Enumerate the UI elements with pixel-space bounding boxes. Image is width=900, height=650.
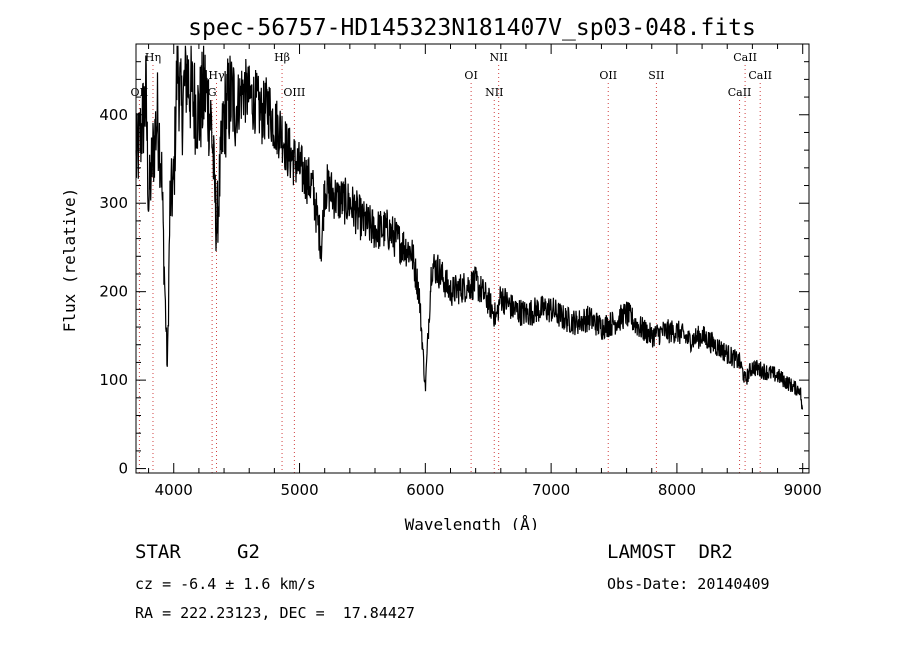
- y-tick-label: 400: [99, 106, 128, 124]
- line-label: Hη: [145, 51, 161, 64]
- line-label: OI: [464, 69, 477, 82]
- object-type: STAR: [135, 541, 181, 563]
- plot-frame: [135, 43, 810, 474]
- y-tick-label: 0: [118, 460, 128, 478]
- chart-title: spec-56757-HD145323N181407V_sp03-048.fit…: [188, 15, 756, 41]
- x-axis-ticks: 4000 5000 6000 7000 8000 9000: [148, 44, 822, 499]
- spectral-subclass: G2: [237, 541, 260, 563]
- redshift-cz: cz = -6.4 ± 1.6 km/s: [135, 575, 316, 593]
- observation-date: Obs-Date: 20140409: [607, 575, 770, 593]
- x-tick-label: 8000: [658, 481, 696, 499]
- line-label: OIII: [283, 86, 305, 99]
- line-label: NII: [490, 51, 508, 64]
- line-label: CaII: [728, 86, 752, 99]
- line-label: G: [208, 86, 217, 99]
- line-label: NII: [485, 86, 503, 99]
- y-tick-label: 200: [99, 283, 128, 301]
- spectral-line-markers: [138, 65, 761, 473]
- line-label: Hβ: [274, 51, 290, 64]
- line-label: SII: [648, 69, 664, 82]
- spectrum-line: [135, 45, 804, 410]
- x-tick-label: 4000: [155, 481, 193, 499]
- x-tick-label: 9000: [784, 481, 822, 499]
- y-tick-label: 100: [99, 371, 128, 389]
- y-tick-label: 300: [99, 194, 128, 212]
- survey-label: LAMOST DR2: [607, 541, 733, 563]
- spectrum-chart: spec-56757-HD145323N181407V_sp03-048.fit…: [60, 15, 822, 530]
- x-axis-label: Wavelength (Å): [405, 515, 540, 530]
- x-tick-label: 7000: [532, 481, 570, 499]
- y-axis-ticks: 0 100 200 300 400: [99, 61, 809, 478]
- line-label: CaII: [733, 51, 757, 64]
- y-axis-label: Flux (relative): [60, 188, 79, 333]
- x-tick-label: 6000: [406, 481, 444, 499]
- line-label: OII: [599, 69, 617, 82]
- line-label: Hγ: [208, 69, 225, 82]
- x-tick-label: 5000: [280, 481, 318, 499]
- line-label: CaII: [748, 69, 772, 82]
- ra-dec: RA = 222.23123, DEC = 17.84427: [135, 604, 415, 622]
